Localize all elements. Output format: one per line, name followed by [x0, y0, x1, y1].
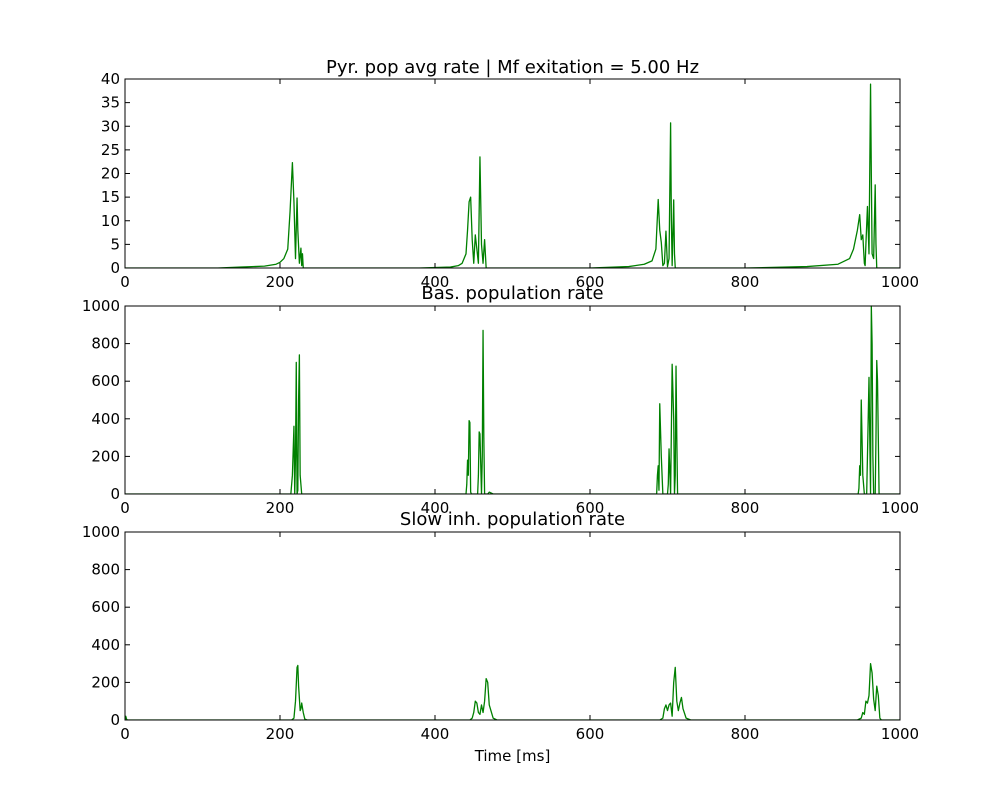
slow-inh-rate-panel: Slow inh. population rate 0 200 400 600 800 1…: [82, 509, 919, 765]
bas-rate-xtick-label: 1000: [881, 499, 919, 517]
pyr-rate-xtick-label: 400: [421, 273, 450, 291]
pyr-rate-ytick-label: 0: [110, 259, 120, 277]
slow-inh-rate-xtick-label: 1000: [881, 725, 919, 743]
bas-rate-ytick-label: 600: [91, 372, 120, 390]
bas-rate-panel: Bas. population rate 0 200 400 600 800 1000 0 2…: [82, 283, 919, 517]
bas-rate-xtick-label: 800: [731, 499, 760, 517]
slow-inh-rate-ytick-label: 800: [91, 561, 120, 579]
pyr-rate-ytick-label: 40: [101, 70, 120, 88]
pyr-rate-ytick-label: 35: [101, 94, 120, 112]
bas-rate-xtick-label: 400: [421, 499, 450, 517]
slow-inh-rate-ytick-label: 200: [91, 673, 120, 691]
pyr-rate-xtick-label: 800: [731, 273, 760, 291]
pyr-rate-ytick-label: 5: [110, 235, 120, 253]
pyr-rate-panel: Pyr. pop avg rate | Mf exitation = 5.00 …: [101, 57, 919, 291]
slow-inh-rate-trace-0: [125, 662, 900, 720]
pyr-rate-ytick-label: 15: [101, 188, 120, 206]
bas-rate-plot-area: 0 200 400 600 800 1000 0 200 400 600 800 1000: [82, 297, 919, 517]
slow-inh-rate-title: Slow inh. population rate: [400, 509, 625, 530]
pyr-rate-plot-area: 0 200 400 600 800 1000 0 5 10 15 20 25 30 35 40: [101, 70, 919, 291]
pyr-rate-ytick-label: 25: [101, 141, 120, 159]
slow-inh-rate-plot-area: 0 200 400 600 800 1000 0 200 400 600 800 1000: [82, 523, 919, 743]
slow-inh-rate-axes-frame: [124, 531, 901, 721]
pyr-rate-axes-frame: [124, 78, 901, 269]
slow-inh-rate-xtick-label: 600: [576, 725, 605, 743]
slow-inh-rate-ytick-label: 0: [110, 711, 120, 729]
bas-rate-xtick-label: 0: [120, 499, 130, 517]
pyr-rate-trace-0: [125, 83, 900, 268]
bas-rate-xtick-label: 600: [576, 499, 605, 517]
bas-rate-ytick-label: 0: [110, 485, 120, 503]
bas-rate-title: Bas. population rate: [421, 283, 603, 304]
bas-rate-trace-0: [125, 305, 900, 494]
slow-inh-rate-ytick-label: 400: [91, 636, 120, 654]
slow-inh-rate-ytick-label: 1000: [82, 523, 120, 541]
bas-rate-axes-frame: [124, 305, 901, 495]
pyr-rate-ytick-label: 20: [101, 165, 120, 183]
pyr-rate-ytick-label: 30: [101, 117, 120, 135]
slow-inh-rate-xtick-label: 0: [120, 725, 130, 743]
pyr-rate-xtick-label: 600: [576, 273, 605, 291]
pyr-rate-ytick-label: 10: [101, 212, 120, 230]
bas-rate-ytick-label: 200: [91, 447, 120, 465]
bas-rate-ytick-label: 400: [91, 410, 120, 428]
pyr-rate-xtick-label: 200: [266, 273, 295, 291]
slow-inh-rate-xtick-label: 400: [421, 725, 450, 743]
bas-rate-ytick-label: 1000: [82, 297, 120, 315]
pyr-rate-xtick-label: 0: [120, 273, 130, 291]
pyr-rate-xtick-label: 1000: [881, 273, 919, 291]
x-axis-label: Time [ms]: [474, 747, 551, 765]
bas-rate-xtick-label: 200: [266, 499, 295, 517]
slow-inh-rate-ytick-label: 600: [91, 598, 120, 616]
slow-inh-rate-xtick-label: 200: [266, 725, 295, 743]
bas-rate-ytick-label: 800: [91, 335, 120, 353]
pyr-rate-title: Pyr. pop avg rate | Mf exitation = 5.00 …: [326, 57, 699, 78]
slow-inh-rate-xtick-label: 800: [731, 725, 760, 743]
